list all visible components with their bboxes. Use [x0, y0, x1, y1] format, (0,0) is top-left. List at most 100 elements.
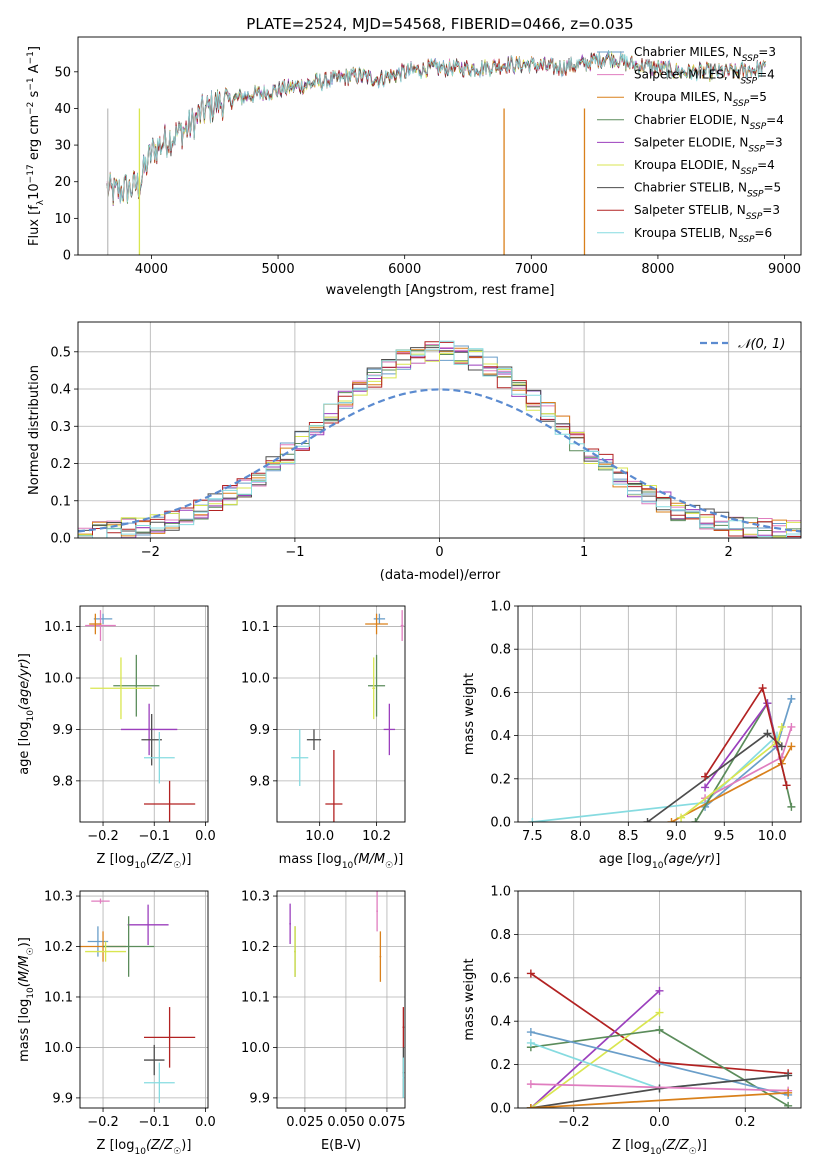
x-tick-label: 9000 [768, 262, 801, 277]
x-tick-label: 10.0 [758, 829, 787, 844]
label-part: Z [ [97, 1138, 115, 1153]
label-part: SSP [741, 167, 758, 177]
y-tick-label: 30 [54, 139, 71, 154]
weight-marker [526, 1080, 535, 1089]
y-tick-label: 0.2 [50, 457, 71, 472]
residual-histogram-panel: −2 −1 0 1 2 0.0 0.1 0.2 0.3 0.4 0.5 𝒩(0, 1) (data-mo… [27, 321, 802, 583]
x-tick-label: 1 [580, 545, 588, 560]
label-part: log [632, 852, 652, 867]
label-part: log [17, 722, 32, 742]
label-part: log [17, 999, 32, 1019]
label-part: mass [ [17, 1019, 32, 1062]
x-tick-label: 6000 [388, 262, 421, 277]
label-part: Kroupa ELODIE, N [634, 158, 741, 172]
label-part: Salpeter ELODIE, N [634, 135, 748, 149]
spectrum-panel: 4000 5000 6000 7000 8000 9000 0 10 20 30 40 50 wavel… [26, 36, 802, 298]
x-tick-label: 9.0 [666, 829, 687, 844]
x-tick-label: 10.0 [305, 829, 334, 844]
y-tick-label: 0.4 [50, 383, 71, 398]
x-tick-label: 0.075 [368, 1115, 405, 1130]
weight-marker [782, 781, 791, 790]
y-tick-label: 0 [63, 249, 71, 264]
label-part: mass [ [279, 852, 322, 867]
figure-title: PLATE=2524, MJD=54568, FIBERID=0466, z=0… [246, 15, 633, 33]
label-part: −1 [26, 51, 36, 64]
label-part: (M/M [17, 955, 32, 987]
axes-frame [79, 605, 209, 823]
label-part: ☉ [385, 861, 393, 871]
y-tick-label: 10.0 [241, 1041, 270, 1056]
label-part: 10 [342, 861, 354, 871]
x-tick-label: −0.2 [87, 1115, 119, 1130]
weight-line [530, 990, 661, 1108]
label-part: 10 [26, 710, 36, 722]
y-tick-label: 1.0 [490, 885, 511, 900]
axes-frame [276, 890, 406, 1109]
y-tick-label: 10.0 [44, 1041, 73, 1056]
label-part: 10 [650, 1147, 662, 1157]
label-part: Salpeter STELIB, N [634, 203, 746, 217]
y-tick-label: 0.8 [490, 643, 511, 658]
y-tick-label: 9.9 [52, 723, 73, 738]
x-tick-label: 9.5 [714, 829, 735, 844]
weight-marker [701, 783, 710, 792]
label-part: erg cm [27, 115, 42, 164]
label-part: Kroupa STELIB, N [634, 226, 738, 240]
x-axis-label: Z [log10(Z/Z☉)] [97, 1138, 192, 1157]
weight-marker [655, 1008, 664, 1017]
label-part: )] [181, 852, 191, 867]
label-part: (Z/Z [146, 852, 174, 867]
mass-vs-ebv-panel: 0.025 0.050 0.075 9.9 10.0 10.1 10.2 10.3 E(B-V) [241, 890, 406, 1153]
y-tick-label: 9.9 [52, 1091, 73, 1106]
weight-marker [655, 1084, 664, 1093]
label-part: Salpeter MILES, N [634, 68, 741, 82]
weight-marker [655, 1025, 664, 1034]
age-vs-metallicity-panel: −0.2 −0.1 0.09.89.910.010.1Z [log10(Z/Z☉)]… [17, 605, 216, 871]
label-part: =4 [757, 68, 775, 82]
legend-label: Chabrier STELIB, NSSP=5 [634, 181, 781, 200]
weight-marker [787, 742, 796, 751]
label-part: Chabrier MILES, N [634, 45, 742, 59]
label-part: SSP [738, 235, 755, 245]
legend-label: Kroupa ELODIE, NSSP=4 [634, 158, 775, 177]
y-axis-label: mass weight [462, 958, 477, 1040]
weight-marker [787, 802, 796, 811]
y-tick-label: 10.1 [241, 620, 270, 635]
label-part: Chabrier ELODIE, N [634, 113, 750, 127]
x-tick-label: 0 [435, 545, 443, 560]
weight-line [530, 1031, 789, 1096]
weight-line [530, 1011, 661, 1108]
plot-area [526, 969, 793, 1108]
y-tick-label: 0.1 [50, 494, 71, 509]
y-tick-label: 0.2 [490, 1058, 511, 1073]
label-part: SSP [733, 99, 750, 109]
label-part: =5 [749, 90, 767, 104]
y-axis-label: age [log10(age/yr)] [17, 653, 36, 775]
y-tick-label: 50 [54, 65, 71, 80]
legend-label: Salpeter STELIB, NSSP=3 [634, 203, 780, 222]
label-part: =4 [757, 158, 775, 172]
normal-curve [78, 388, 801, 533]
y-tick-label: 9.8 [52, 774, 73, 789]
y-tick-label: 0.2 [490, 772, 511, 787]
label-part: ☉ [173, 1147, 181, 1157]
label-part: (age/yr) [663, 852, 715, 867]
x-tick-label: 5000 [262, 262, 295, 277]
y-tick-label: 0.6 [490, 971, 511, 986]
label-part: Flux [f [27, 205, 42, 246]
label-part: )] [181, 1138, 191, 1153]
y-tick-label: 10.0 [241, 672, 270, 687]
label-part: λ [36, 199, 46, 205]
x-tick-label: 2 [725, 545, 733, 560]
label-part: SSP [746, 212, 763, 222]
y-tick-label: 10.2 [44, 940, 73, 955]
x-tick-label: −0.1 [138, 1115, 170, 1130]
x-axis-label: wavelength [Angstrom, rest frame] [326, 283, 555, 298]
label-part: =3 [765, 135, 783, 149]
x-axis-label: (data-model)/error [380, 568, 501, 583]
y-axis-label: mass weight [462, 673, 477, 755]
label-part: 10 [135, 1147, 147, 1157]
x-tick-label: 10.2 [362, 829, 391, 844]
label-part: age [ [17, 741, 32, 774]
label-part: ☉ [26, 947, 36, 955]
